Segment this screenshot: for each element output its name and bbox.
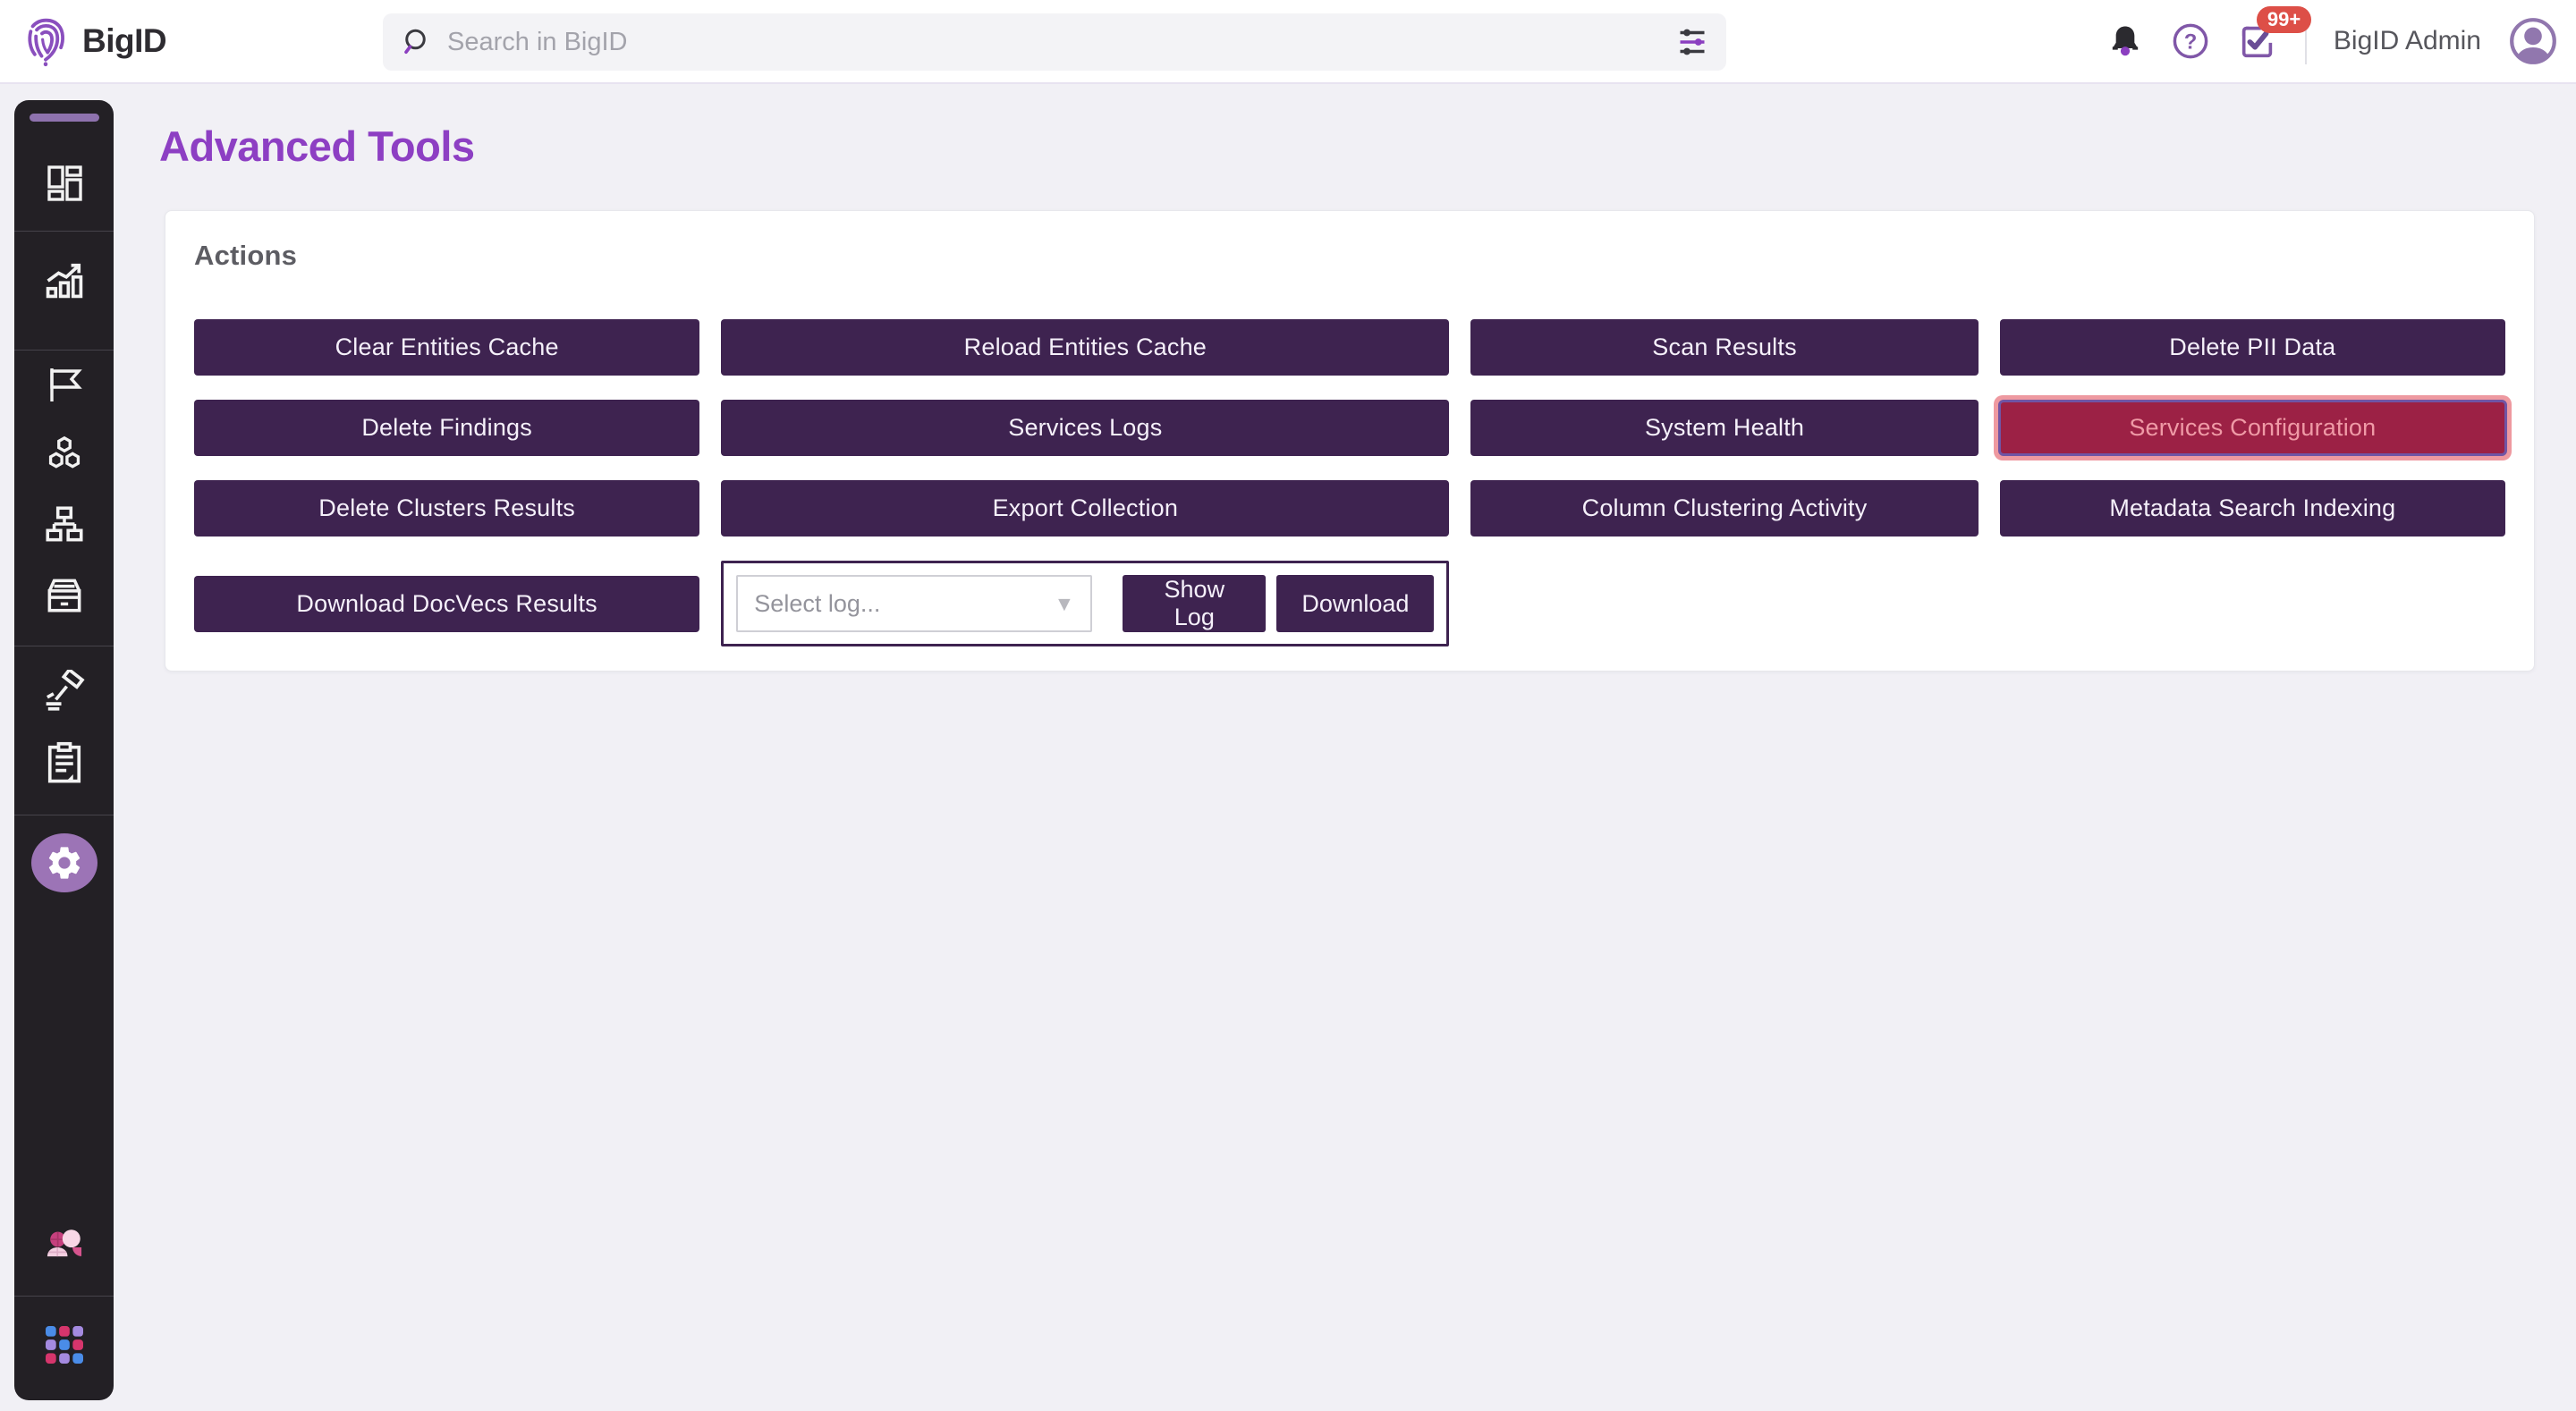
help-button[interactable]: ? (2171, 21, 2210, 61)
svg-text:?: ? (2184, 30, 2198, 54)
actions-panel: Actions Clear Entities Cache Reload Enti… (165, 210, 2535, 672)
bell-icon (2112, 26, 2139, 56)
org-hierarchy-icon (45, 506, 83, 542)
clipboard-report-icon (47, 741, 80, 783)
sidebar-divider (14, 231, 114, 232)
chevron-down-icon: ▼ (1054, 591, 1075, 615)
question-mark-icon: ? (2173, 23, 2208, 59)
sidebar-item-inventory[interactable] (14, 572, 114, 617)
sidebar (14, 100, 114, 1400)
system-health-button[interactable]: System Health (1470, 400, 1979, 456)
actions-panel-heading: Actions (194, 240, 298, 271)
delete-findings-button[interactable]: Delete Findings (194, 400, 700, 456)
services-configuration-button[interactable]: Services Configuration (1997, 400, 2507, 456)
sidebar-item-analytics[interactable] (14, 257, 114, 303)
topbar-right-cluster: ? 99+ BigID Admin (2106, 0, 2558, 82)
metadata-search-indexing-button[interactable]: Metadata Search Indexing (1999, 480, 2505, 537)
topbar: BigID ? (0, 0, 2576, 84)
avatar-icon (2510, 18, 2556, 64)
apps-grid-icon (45, 1326, 83, 1364)
services-logs-button[interactable]: Services Logs (721, 400, 1450, 456)
download-log-button[interactable]: Download (1276, 575, 1435, 632)
sidebar-item-policies[interactable] (14, 363, 114, 406)
tasks-checklist-icon (2241, 26, 2273, 58)
gear-icon (48, 847, 80, 879)
hexagons-icon (48, 435, 80, 469)
export-collection-button[interactable]: Export Collection (721, 480, 1450, 537)
search-bar (383, 13, 1726, 71)
sidebar-item-actions[interactable] (14, 670, 114, 716)
scan-results-button[interactable]: Scan Results (1470, 319, 1979, 376)
user-avatar[interactable] (2508, 16, 2558, 66)
bigid-fingerprint-icon (28, 18, 64, 67)
sidebar-item-community[interactable] (14, 1222, 114, 1269)
search-icon (404, 29, 426, 55)
tasks-button[interactable]: 99+ (2237, 6, 2312, 62)
tasks-badge: 99+ (2256, 6, 2312, 33)
search-input[interactable] (447, 27, 1676, 57)
sidebar-divider (14, 1296, 114, 1297)
community-users-icon (47, 1229, 81, 1257)
delete-pii-data-button[interactable]: Delete PII Data (1999, 319, 2505, 376)
notifications-bell-button[interactable] (2106, 22, 2144, 60)
page-title: Advanced Tools (159, 123, 475, 170)
main-content: Advanced Tools Actions Clear Entities Ca… (114, 84, 2576, 1411)
clear-entities-cache-button[interactable]: Clear Entities Cache (194, 319, 700, 376)
topbar-divider (2304, 18, 2307, 64)
sidebar-item-apps[interactable] (14, 1320, 114, 1370)
sidebar-item-settings[interactable] (14, 833, 114, 892)
analytics-chart-icon (46, 263, 82, 299)
gavel-icon (46, 670, 85, 711)
column-clustering-activity-button[interactable]: Column Clustering Activity (1470, 480, 1979, 537)
log-select-dropdown[interactable]: Select log... ▼ (736, 575, 1093, 632)
log-controls-group: Select log... ▼ Show Log Download (721, 561, 1450, 646)
user-name: BigID Admin (2333, 26, 2481, 55)
brand-logo[interactable]: BigID (21, 0, 167, 82)
download-docvecs-results-button[interactable]: Download DocVecs Results (194, 575, 700, 632)
reload-entities-cache-button[interactable]: Reload Entities Cache (721, 319, 1450, 376)
log-select-placeholder: Select log... (754, 589, 881, 617)
sidebar-item-classifiers[interactable] (14, 433, 114, 477)
archive-drawer-icon (47, 579, 80, 613)
sidebar-item-dashboard[interactable] (14, 161, 114, 204)
search-filter-icon[interactable] (1676, 27, 1708, 57)
brand-name: BigID (82, 22, 167, 59)
show-log-button[interactable]: Show Log (1123, 575, 1267, 632)
sidebar-divider (14, 350, 114, 351)
actions-grid: Clear Entities Cache Reload Entities Cac… (194, 319, 2512, 646)
settings-active-highlight (30, 833, 97, 892)
flag-icon (49, 368, 82, 401)
sidebar-collapse-indicator[interactable] (29, 114, 99, 122)
sidebar-item-hierarchy[interactable] (14, 503, 114, 547)
dashboard-icon (47, 165, 82, 201)
services-configuration-highlight-ring: Services Configuration (1993, 395, 2512, 460)
delete-clusters-results-button[interactable]: Delete Clusters Results (194, 480, 700, 537)
sidebar-item-reports[interactable] (14, 739, 114, 786)
